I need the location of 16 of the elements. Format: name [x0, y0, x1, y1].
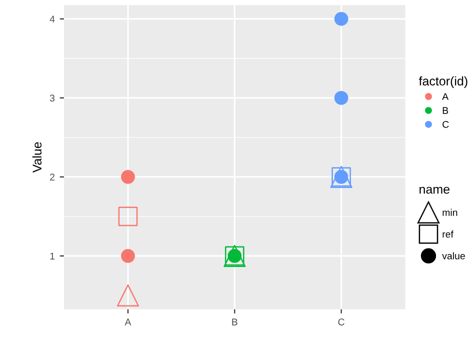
x-tick-label: B — [232, 318, 238, 326]
y-axis-title: Value — [32, 142, 42, 173]
text: value — [442, 252, 465, 260]
text: factor(id) — [418, 76, 468, 88]
x-tick-label: A — [124, 318, 132, 326]
y-tick-label: 1 — [50, 252, 54, 260]
x-tick-label: C — [338, 318, 344, 326]
y-tick-label: 3 — [50, 94, 55, 102]
category-label: B — [442, 107, 448, 114]
text: min — [442, 208, 458, 216]
category-label: A — [442, 93, 449, 100]
category-label: C — [442, 120, 449, 128]
y-tick-label: 2 — [50, 174, 54, 180]
text: ref — [442, 230, 454, 238]
text: name — [420, 186, 450, 194]
y-tick-label: 4 — [50, 16, 55, 22]
